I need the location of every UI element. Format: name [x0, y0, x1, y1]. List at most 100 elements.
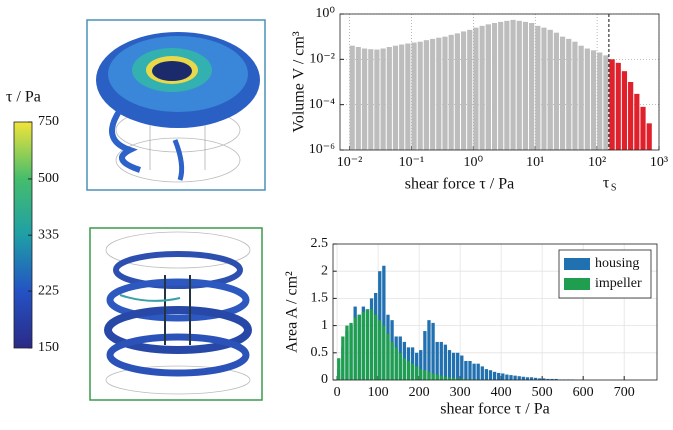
bar: [415, 366, 418, 380]
bar: [481, 366, 484, 380]
bar: [403, 358, 406, 380]
bar: [393, 46, 398, 150]
bar: [489, 370, 492, 380]
bar: [522, 377, 525, 380]
threshold-subscript: S: [611, 182, 617, 193]
y-tick-label: 1.5: [311, 291, 329, 306]
bar: [382, 326, 385, 380]
bar: [509, 375, 512, 380]
x-tick-label: 10⁻¹: [399, 155, 425, 170]
bar: [431, 323, 434, 380]
bar: [442, 37, 447, 150]
bar: [597, 53, 602, 150]
bar: [436, 342, 439, 380]
bar: [399, 353, 402, 380]
bar: [517, 21, 522, 150]
bar: [477, 364, 480, 380]
x-axis-label: shear force τ / Pa: [405, 176, 515, 193]
bar: [492, 23, 497, 150]
bar: [473, 28, 478, 150]
legend-label: housing: [595, 256, 639, 271]
bar: [566, 39, 571, 150]
x-tick-label: 700: [614, 385, 635, 400]
y-tick-label: 10⁰: [315, 6, 335, 21]
bar: [579, 46, 584, 150]
bar: [366, 309, 369, 380]
x-tick-label: 600: [573, 385, 594, 400]
bar: [472, 364, 475, 380]
y-axis-label: Volume V / cm³: [291, 31, 308, 132]
bar: [501, 373, 504, 380]
colorbar-tick-label: 500: [38, 171, 59, 186]
bar: [456, 353, 459, 380]
bar: [526, 377, 529, 380]
colorbar-tick-label: 225: [38, 283, 59, 298]
x-axis-label: shear force τ / Pa: [440, 401, 550, 418]
colorbar-tick-label: 750: [38, 114, 59, 129]
legend-swatch: [564, 258, 590, 270]
bar: [411, 43, 416, 150]
bar: [616, 63, 621, 150]
y-tick-label: 0.5: [311, 345, 329, 360]
bar: [374, 50, 379, 150]
bar: [399, 45, 404, 150]
bar: [356, 47, 361, 150]
colorbar-label: τ / Pa: [6, 89, 41, 106]
bar: [431, 373, 434, 380]
y-tick-label: 10⁻²: [309, 52, 335, 67]
bar: [461, 31, 466, 150]
bar: [405, 43, 410, 150]
bar: [480, 26, 485, 150]
bar: [354, 317, 357, 380]
bar: [448, 377, 451, 380]
bar: [497, 373, 500, 380]
bar: [341, 336, 344, 380]
bar: [423, 370, 426, 380]
bar: [572, 42, 577, 150]
y-axis-label: Area A / cm²: [284, 271, 301, 353]
render-bottom: [90, 228, 262, 400]
bar: [486, 24, 491, 150]
bar: [505, 375, 508, 380]
bar: [440, 376, 443, 380]
y-tick-label: 0: [321, 372, 328, 387]
threshold-label: τ: [603, 175, 610, 192]
bar: [390, 342, 393, 380]
bar: [523, 22, 528, 150]
bar: [530, 377, 533, 380]
bar: [541, 28, 546, 150]
bar: [444, 377, 447, 380]
bar: [554, 33, 559, 150]
bar: [628, 82, 633, 150]
bar: [350, 46, 355, 150]
bar: [485, 369, 488, 380]
bar: [378, 320, 381, 380]
bar: [411, 364, 414, 380]
bar: [548, 30, 553, 150]
bar: [449, 35, 454, 150]
bar: [349, 323, 352, 380]
bar: [585, 49, 590, 150]
bar: [510, 20, 515, 150]
bar: [504, 21, 509, 150]
x-tick-label: 100: [368, 385, 389, 400]
bar: [407, 361, 410, 380]
colorbar-tick-label: 335: [38, 227, 59, 242]
bar: [430, 39, 435, 150]
bar: [455, 33, 460, 150]
bar: [640, 107, 645, 150]
x-tick-label: 10²: [588, 155, 606, 170]
x-tick-label: 200: [409, 385, 430, 400]
legend-swatch: [564, 278, 590, 290]
bar: [464, 361, 467, 380]
x-tick-label: 300: [450, 385, 471, 400]
render-top: [87, 20, 265, 190]
x-tick-label: 0: [334, 385, 341, 400]
bar: [468, 361, 471, 380]
bar: [498, 22, 503, 150]
bar: [395, 347, 398, 380]
bar: [513, 376, 516, 380]
bar: [452, 353, 455, 380]
